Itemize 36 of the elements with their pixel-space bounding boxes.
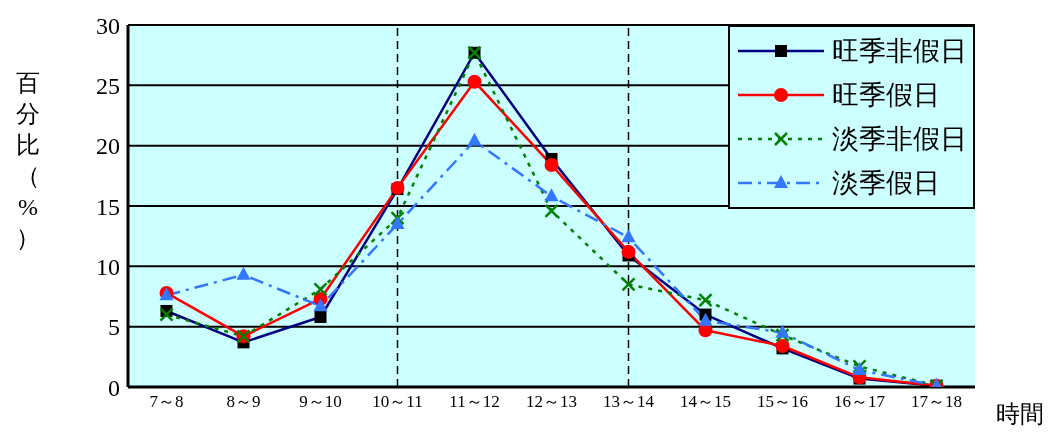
x-tick-label: 14～15 xyxy=(680,392,731,412)
legend-label: 淡季非假日 xyxy=(832,122,967,156)
point xyxy=(236,266,251,280)
x-tick-label: 15～16 xyxy=(757,392,808,412)
x-tick-label: 9～10 xyxy=(299,392,342,412)
point xyxy=(621,229,636,243)
point xyxy=(467,74,482,89)
x-tick-label: 8～9 xyxy=(226,392,261,412)
y-axis-title: 百分比（%） xyxy=(15,69,41,253)
y-tick-label: 20 xyxy=(96,133,120,160)
y-tick-label: 5 xyxy=(108,314,120,341)
x-tick-label: 16～17 xyxy=(834,392,886,412)
point xyxy=(390,216,405,230)
point xyxy=(467,132,482,146)
legend-label: 淡季假日 xyxy=(832,166,940,200)
y-tick-label: 15 xyxy=(96,193,120,220)
x-tick-label: 17～18 xyxy=(911,392,962,412)
x-tick-label: 10～11 xyxy=(372,392,423,412)
point xyxy=(544,157,559,172)
y-tick-label: 25 xyxy=(96,72,120,99)
x-tick-label: 11～12 xyxy=(449,392,500,412)
point xyxy=(775,338,790,353)
x-tick-label: 12～13 xyxy=(526,392,577,412)
point xyxy=(313,298,328,312)
y-tick-label: 30 xyxy=(96,12,120,39)
y-tick-label: 10 xyxy=(96,253,120,280)
point xyxy=(775,324,790,338)
legend-label: 旺季非假日 xyxy=(832,34,967,68)
x-axis-title: 時間 xyxy=(996,400,1044,429)
legend-label: 旺季假日 xyxy=(832,78,940,112)
x-tick-label: 7～8 xyxy=(149,392,184,412)
y-tick-label: 0 xyxy=(108,374,120,401)
point xyxy=(698,312,713,326)
x-tick-label: 13～14 xyxy=(603,392,655,412)
point xyxy=(544,188,559,202)
point xyxy=(621,244,636,259)
